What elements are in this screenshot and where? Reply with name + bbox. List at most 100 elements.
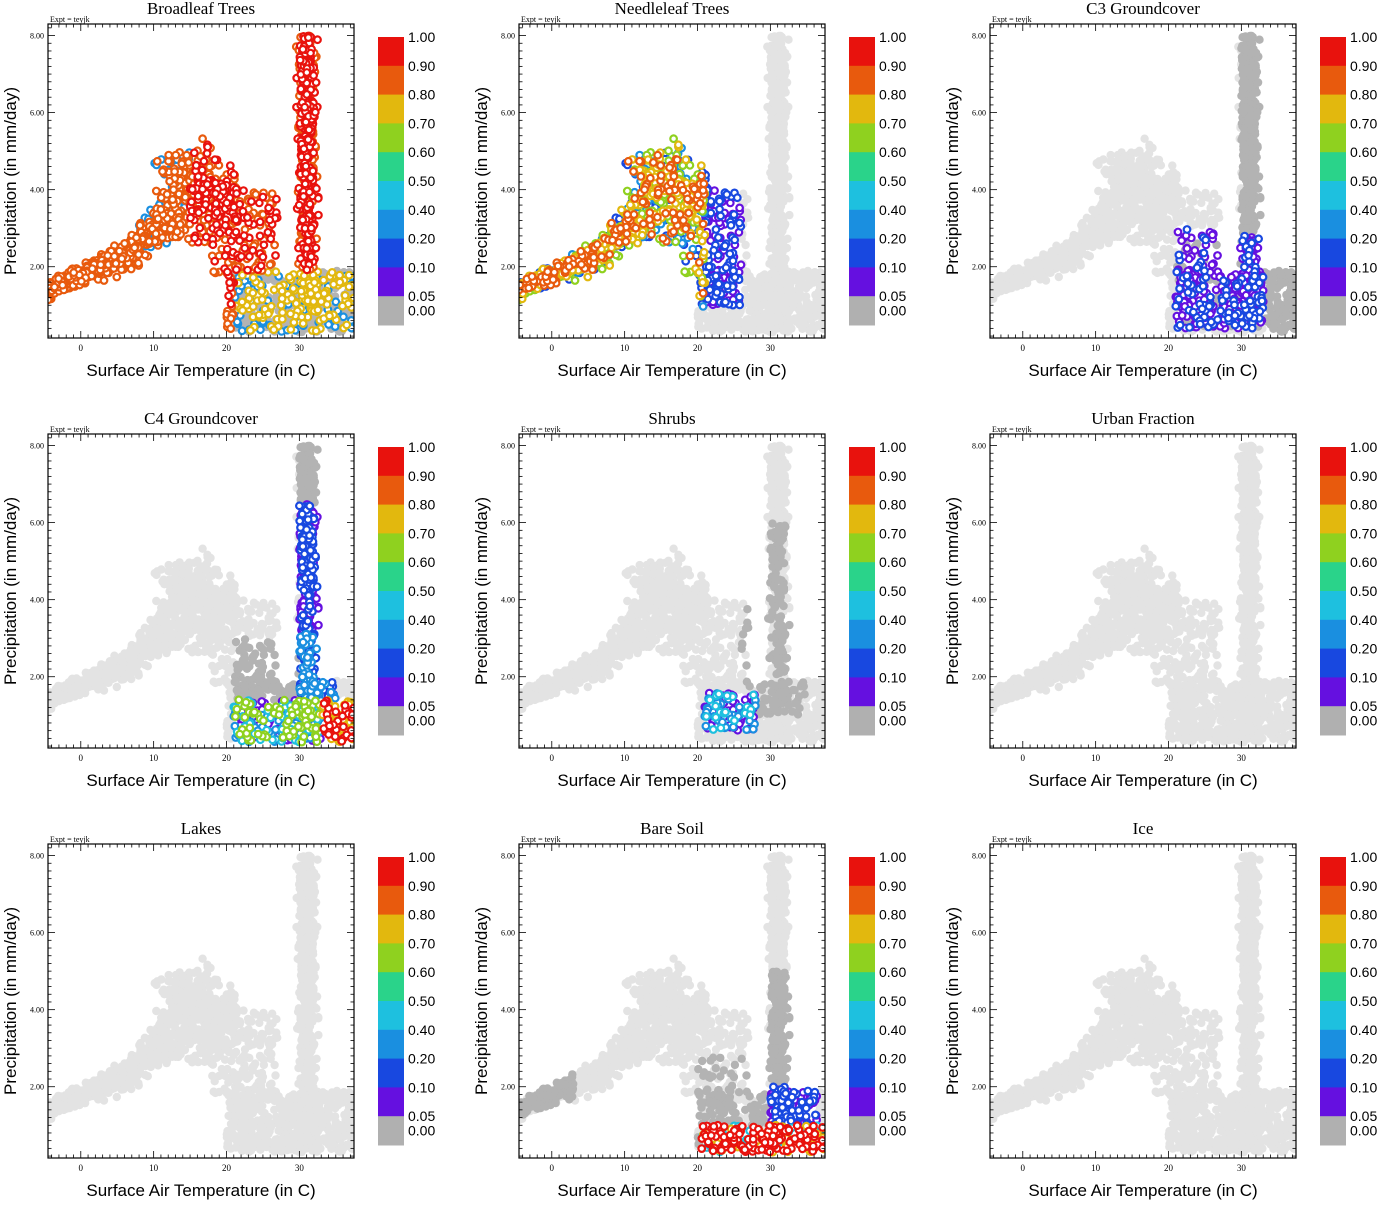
scatter-point: [272, 252, 279, 259]
scatter-point: [267, 236, 274, 243]
colorbar-label: 0.80: [879, 87, 906, 103]
scatter-point: [654, 214, 661, 221]
scatter-point: [666, 188, 673, 195]
colorbar-label: 0.90: [408, 58, 435, 74]
scatter-point: [624, 188, 631, 195]
scatter-point: [304, 91, 311, 98]
scatter-point: [668, 196, 675, 203]
scatter-point: [239, 328, 246, 335]
x-tick-label: 0: [79, 343, 84, 353]
scatter-point: [714, 289, 721, 296]
colorbar-swatch: [378, 239, 404, 268]
scatter-point: [723, 264, 730, 271]
scatter-point: [104, 252, 111, 259]
scatter-point: [608, 220, 615, 227]
y-axis-label: Precipitation (in mm/day): [472, 87, 491, 275]
scatter-point: [708, 210, 715, 217]
scatter-point: [594, 241, 601, 248]
scatter-point: [304, 69, 311, 76]
scatter-point: [250, 274, 257, 281]
scatter-point: [736, 302, 743, 309]
colorbar-label: 0.40: [879, 202, 906, 218]
scatter-point: [260, 254, 267, 261]
scatter-point: [578, 248, 585, 255]
scatter-point: [247, 327, 254, 334]
scatter-point: [631, 195, 638, 202]
scatter-point: [551, 269, 558, 276]
scatter-point: [701, 249, 708, 256]
colorbar-swatch: [849, 152, 875, 181]
scatter-point: [165, 152, 172, 159]
scatter-point: [699, 279, 706, 286]
scatter-point: [298, 288, 305, 295]
scatter-point: [97, 261, 104, 268]
scatter-point-background: [776, 303, 784, 311]
scatter-point: [271, 326, 278, 333]
scatter-point: [662, 210, 669, 217]
scatter-point: [174, 228, 181, 235]
scatter-point: [290, 285, 297, 292]
scatter-point: [137, 222, 144, 229]
scatter-point-background: [787, 297, 795, 305]
colorbar-swatch: [378, 95, 404, 124]
scatter-point: [713, 226, 720, 233]
scatter-point: [166, 178, 173, 185]
scatter-point: [131, 245, 138, 252]
scatter-point: [228, 301, 235, 308]
scatter-point: [250, 247, 257, 254]
scatter-point-background: [774, 311, 782, 319]
scatter-point: [625, 158, 632, 165]
scatter-point: [722, 299, 729, 306]
scatter-point: [244, 267, 251, 274]
colorbar-swatch: [378, 37, 404, 66]
y-tick-label: 2.00: [30, 263, 44, 272]
scatter-point-background: [768, 237, 776, 245]
colorbar-label: 1.00: [879, 29, 906, 45]
scatter-point-background: [765, 301, 773, 309]
scatter-point: [525, 285, 532, 292]
x-tick-label: 10: [620, 343, 630, 353]
scatter-point: [201, 158, 208, 165]
scatter-point: [609, 237, 616, 244]
scatter-point-background: [785, 211, 793, 219]
scatter-point: [273, 196, 280, 203]
scatter-point: [320, 277, 327, 284]
scatter-point-background: [742, 251, 750, 259]
scatter-point: [261, 242, 268, 249]
scatter-point: [257, 219, 264, 226]
scatter-point: [711, 187, 718, 194]
y-tick-label: 6.00: [30, 109, 44, 118]
scatter-point: [70, 269, 77, 276]
scatter-point: [299, 314, 306, 321]
scatter-point-background: [783, 323, 791, 331]
scatter-point: [155, 215, 162, 222]
scatter-point: [680, 187, 687, 194]
scatter-point: [191, 235, 198, 242]
scatter-point: [212, 156, 219, 163]
colorbar-label: 0.00: [408, 303, 435, 319]
scatter-point-background: [745, 307, 753, 315]
scatter-point: [633, 225, 640, 232]
x-tick-label: 30: [295, 343, 305, 353]
scatter-point: [153, 230, 160, 237]
scatter-point: [55, 275, 62, 282]
colorbar-label: 0.20: [879, 231, 906, 247]
scatter-point: [308, 225, 315, 232]
scatter-point-background: [766, 201, 774, 209]
scatter-point: [716, 206, 723, 213]
expt-label: Expt = teyjk: [50, 15, 90, 24]
scatter-point-background: [770, 132, 778, 140]
scatter-point: [204, 181, 211, 188]
scatter-point-background: [783, 244, 791, 252]
colorbar-swatch: [849, 66, 875, 95]
scatter-point: [624, 211, 631, 218]
scatter-point: [169, 196, 176, 203]
x-tick-label: 30: [766, 343, 776, 353]
scatter-point: [279, 316, 286, 323]
scatter-point: [544, 268, 551, 275]
scatter-point: [302, 181, 309, 188]
scatter-point: [717, 213, 724, 220]
scatter-point-background: [770, 154, 778, 162]
